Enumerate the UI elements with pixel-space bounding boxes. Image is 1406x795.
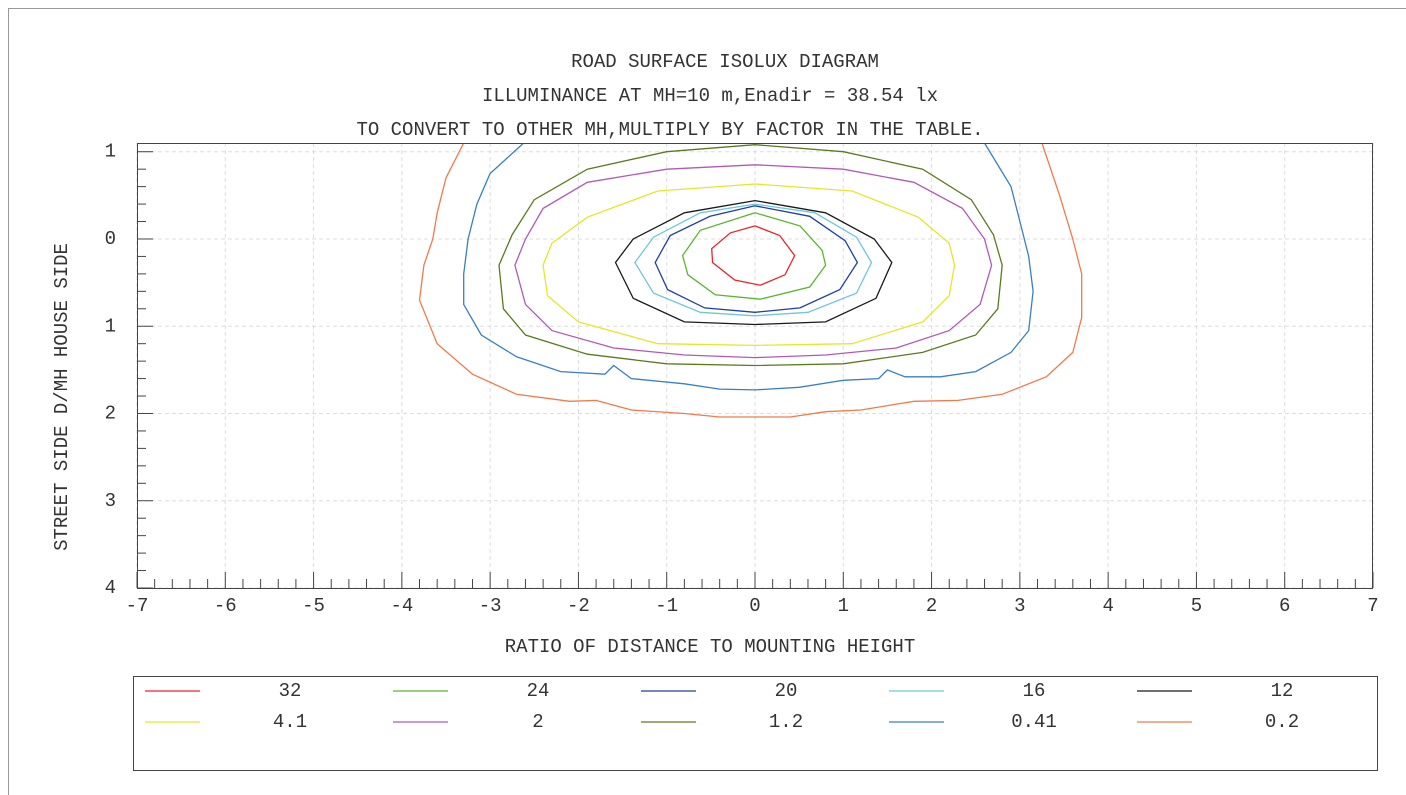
isolux-line [542, 183, 956, 347]
x-tick-label: 7 [1367, 595, 1378, 617]
isolux-line [614, 199, 893, 326]
isolux-line [711, 225, 796, 286]
legend-label: 24 [527, 680, 550, 702]
x-tick-label: -1 [655, 595, 678, 617]
isolux-line [654, 205, 859, 313]
legend-label: 16 [1023, 680, 1046, 702]
y-tick-label: 0 [105, 228, 116, 250]
y-tick-label: 1 [105, 141, 116, 163]
x-tick-label: -2 [567, 595, 590, 617]
y-tick-label: 4 [105, 577, 116, 599]
x-tick-label: -5 [302, 595, 325, 617]
legend-label: 32 [279, 680, 302, 702]
legend-label: 1.2 [769, 711, 803, 733]
y-tick-label: 2 [105, 403, 116, 425]
x-tick-label: 5 [1191, 595, 1202, 617]
plot-area [136, 143, 1374, 589]
legend-label: 4.1 [273, 711, 307, 733]
x-tick-label: 6 [1279, 595, 1290, 617]
y-tick-label: 1 [105, 315, 116, 337]
x-tick-label: 3 [1014, 595, 1025, 617]
isolux-line [418, 143, 1083, 418]
x-tick-label: -6 [214, 595, 237, 617]
x-tick-label: 2 [926, 595, 937, 617]
chart-subtitle: TO CONVERT TO OTHER MH,MULTIPLY BY FACTO… [356, 119, 983, 141]
legend-label: 0.2 [1265, 711, 1299, 733]
isolux-line [634, 203, 873, 317]
isolux-line [498, 144, 1003, 367]
chart-title: ROAD SURFACE ISOLUX DIAGRAM [571, 51, 879, 73]
legend-label: 0.41 [1011, 711, 1057, 733]
x-tick-label: -4 [390, 595, 413, 617]
x-tick-label: -3 [479, 595, 502, 617]
x-tick-label: 1 [838, 595, 849, 617]
chart-subtitle: ILLUMINANCE AT MH=10 m,Enadir = 38.54 lx [482, 85, 938, 107]
isolux-line [514, 164, 993, 359]
x-axis-label: RATIO OF DISTANCE TO MOUNTING HEIGHT [505, 636, 915, 658]
legend-label: 12 [1271, 680, 1294, 702]
contours [418, 143, 1083, 418]
x-tick-label: 4 [1102, 595, 1113, 617]
isolux-line [463, 143, 1034, 391]
isolux-line [681, 212, 827, 300]
x-tick-label: 0 [749, 595, 760, 617]
plot-frame [137, 143, 1373, 589]
legend-label: 2 [532, 711, 543, 733]
x-tick-label: -7 [126, 595, 149, 617]
y-axis-label: STREET SIDE D/MH HOUSE SIDE [51, 243, 73, 551]
legend-box [133, 676, 1378, 771]
frame [8, 8, 1406, 795]
legend-label: 20 [775, 680, 798, 702]
y-tick-label: 3 [105, 490, 116, 512]
